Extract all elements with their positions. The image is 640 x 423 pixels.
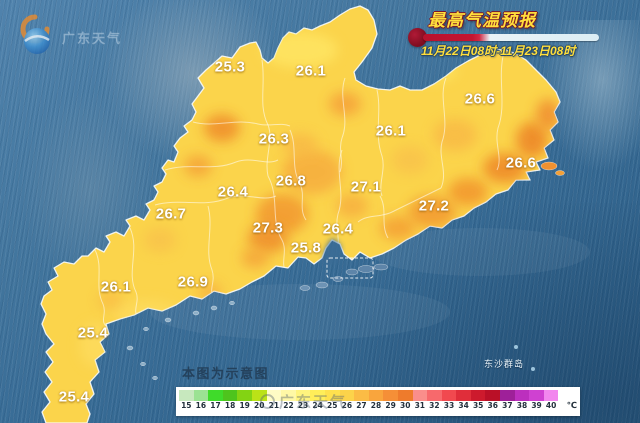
legend-cell: 30 [397, 390, 413, 411]
legend-cell: 37 [500, 390, 515, 411]
legend-cell: 18 [222, 390, 238, 411]
legend-cell: 23 [295, 390, 311, 411]
page-title: 最高气温预报 [428, 11, 536, 30]
map-note: 本图为示意图 [182, 366, 270, 381]
legend-cell: 33 [441, 390, 457, 411]
legend-cell: 16 [193, 390, 209, 411]
dongsha-islands-label: 东沙群岛 [484, 359, 525, 369]
sun-globe-icon [20, 14, 50, 54]
date-range: 11月22日08时-11月23日08时 [421, 44, 576, 58]
legend-cell: 19 [237, 390, 252, 411]
legend-cell: 24 [310, 390, 325, 411]
coastal-water-glow-east [370, 228, 590, 276]
legend-cell: 25 [324, 390, 340, 411]
thermometer-bulb [408, 28, 427, 47]
temperature-legend: 15 16 17 18 19 20 21 22 23 24 25 26 27 28 29 30 31 32 33 34… [176, 387, 580, 416]
legend-cell: 32 [427, 390, 442, 411]
legend-cell: 40 [543, 390, 559, 411]
legend-cell: 22 [281, 390, 296, 411]
legend-cell: 28 [368, 390, 384, 411]
district-borders [94, 51, 505, 327]
legend-cell: 21 [266, 390, 282, 411]
legend-cell: 35 [470, 390, 486, 411]
legend-cell: 20 [251, 390, 267, 411]
legend-cell: 29 [383, 390, 398, 411]
coastal-water-glow [150, 284, 450, 340]
brand-name: 广东天气 [62, 30, 123, 46]
thermometer-icon [408, 28, 600, 48]
legend-scale: 15 16 17 18 19 20 21 22 23 24 25 26 27 28 29 30 31 32 33 34… [179, 390, 565, 411]
brand-logo: 广东天气 [14, 10, 122, 58]
hk-dashed-box [326, 257, 374, 279]
legend-cell: 15 [179, 390, 194, 411]
pearl-river-estuary [323, 238, 341, 266]
legend-cell: 17 [208, 390, 223, 411]
legend-cell: 26 [339, 390, 355, 411]
legend-unit: ℃ [566, 400, 577, 410]
legend-cell: 27 [354, 390, 369, 411]
legend-cell: 34 [456, 390, 471, 411]
thermometer-tube [423, 34, 599, 41]
legend-cell: 36 [485, 390, 501, 411]
legend-cell: 31 [412, 390, 428, 411]
legend-cell: 38 [514, 390, 530, 411]
legend-cell: 39 [529, 390, 544, 411]
